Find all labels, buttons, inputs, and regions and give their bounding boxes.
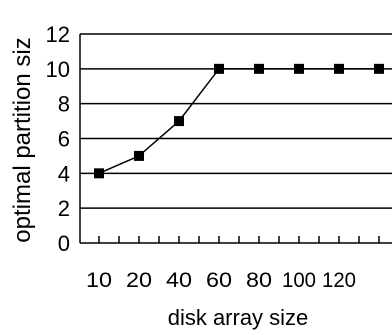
x-tick-label: 10 (86, 269, 112, 292)
y-tick-labels: 0 2 4 6 8 10 12 (46, 22, 70, 256)
y-tick-label: 2 (58, 196, 70, 221)
data-point-marker (94, 168, 104, 179)
y-tick-label: 8 (58, 92, 70, 117)
y-tick-label: 0 (58, 231, 70, 256)
data-point-marker (134, 150, 144, 161)
y-tick-label: 10 (46, 57, 70, 82)
data-point-marker (254, 63, 264, 74)
data-series (94, 63, 384, 179)
y-tick-label: 6 (58, 127, 70, 152)
x-tick-label: 80 (246, 269, 272, 292)
data-point-marker (214, 63, 224, 74)
y-axis-label: optimal partition siz (9, 37, 36, 242)
x-tick-label: 100 (282, 269, 316, 292)
y-tick-label: 4 (58, 161, 70, 186)
axes (79, 34, 392, 244)
x-axis-label: disk array size (168, 305, 309, 330)
x-tick-labels: 10 20 40 60 80 100 120 (86, 269, 356, 292)
data-point-marker (294, 63, 304, 74)
data-point-marker (334, 63, 344, 74)
y-tick-label: 12 (46, 22, 70, 47)
x-tick-label: 120 (322, 269, 356, 292)
data-point-marker (174, 116, 184, 127)
gridlines (80, 33, 392, 209)
data-point-marker (374, 63, 384, 74)
series-line (98, 68, 379, 175)
x-tick-label: 60 (206, 269, 232, 292)
x-tick-label: 20 (126, 269, 152, 292)
x-tick-label: 40 (166, 269, 192, 292)
